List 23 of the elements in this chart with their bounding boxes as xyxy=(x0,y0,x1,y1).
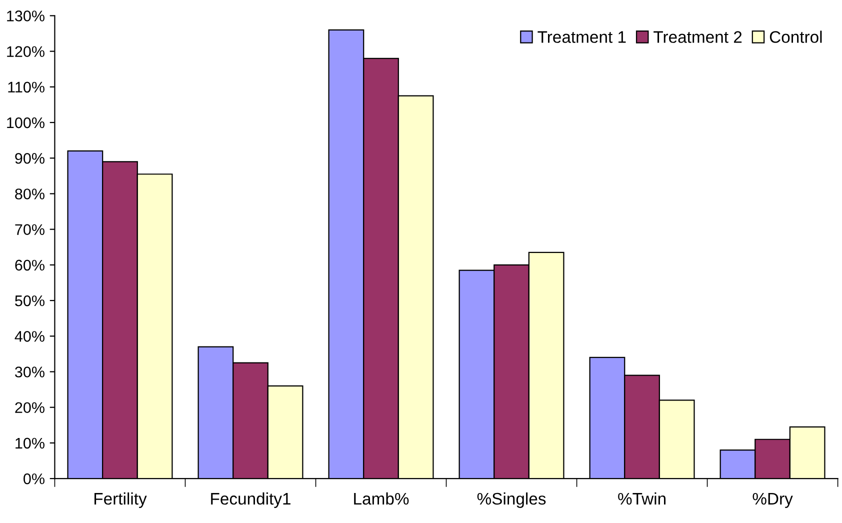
y-tick-label: 40% xyxy=(14,330,44,342)
y-tick-label: 0% xyxy=(24,473,44,484)
x-tick-label: Lamb% xyxy=(354,492,409,505)
y-tick-label: 80% xyxy=(15,188,44,200)
legend-label: Control xyxy=(770,30,822,43)
y-tick-label: 60% xyxy=(15,260,44,271)
x-tick-label: %Singles xyxy=(477,492,546,508)
x-tick-label: Fertility xyxy=(94,492,147,508)
x-tick-label: %Twin xyxy=(618,492,666,505)
y-tick-label: 70% xyxy=(15,224,44,235)
y-tick-label: 20% xyxy=(15,402,44,414)
x-tick-label: Fecundity1 xyxy=(211,492,290,508)
y-tick-label: 130% xyxy=(7,10,44,22)
y-tick-label: 90% xyxy=(15,152,44,164)
y-tick-label: 30% xyxy=(15,366,44,378)
y-tick-label: 120% xyxy=(7,46,44,57)
legend-label: Treatment 1 xyxy=(538,31,626,43)
y-tick-label: 100% xyxy=(7,117,44,128)
y-tick-label: 110% xyxy=(8,82,44,93)
x-tick-label: %Dry xyxy=(752,492,793,508)
legend-label: Treatment 2 xyxy=(654,31,742,43)
y-tick-label: 50% xyxy=(15,295,44,306)
y-tick-label: 10% xyxy=(16,438,44,449)
